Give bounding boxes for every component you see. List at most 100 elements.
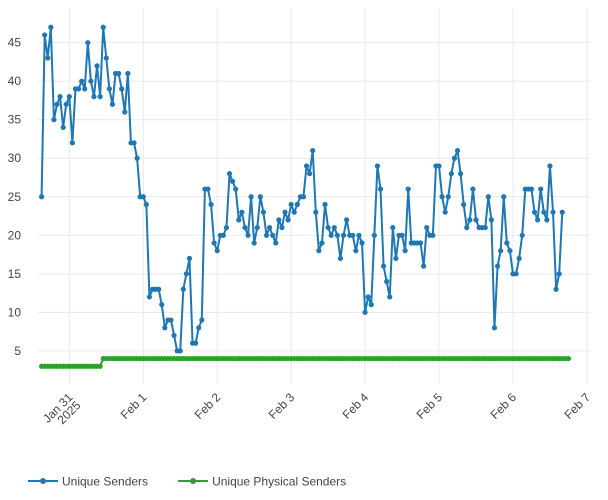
unique-senders-point <box>288 201 294 208</box>
unique-senders-point <box>377 186 384 192</box>
unique-senders-point <box>328 232 334 238</box>
unique-senders-point <box>559 209 565 215</box>
legend[interactable]: Unique Senders Unique Physical Senders <box>28 475 346 489</box>
unique-senders-point <box>436 163 442 169</box>
unique-senders-point <box>285 217 291 223</box>
unique-senders-point <box>467 217 473 223</box>
unique-senders-point <box>51 117 57 123</box>
unique-senders-point <box>356 232 362 238</box>
unique-senders-point <box>146 294 153 300</box>
unique-senders-point <box>365 294 371 300</box>
unique-senders-point <box>488 217 495 223</box>
unique-senders-point <box>350 232 356 238</box>
x-tick-label: Feb 2 <box>192 390 224 422</box>
unique-senders-point <box>122 109 128 115</box>
unique-senders-point <box>180 286 186 292</box>
unique-senders-point <box>353 248 359 254</box>
unique-senders-point <box>541 209 547 215</box>
unique-senders-point <box>109 101 116 107</box>
unique-senders-point <box>79 78 85 84</box>
unique-senders-point <box>134 155 140 161</box>
x-tick-label: Feb 3 <box>266 390 298 422</box>
series-layer <box>38 24 572 369</box>
unique-senders-point <box>45 55 51 61</box>
unique-senders-point <box>171 332 177 339</box>
unique-senders-point <box>230 178 236 184</box>
unique-senders-point <box>248 194 254 200</box>
unique-senders-point <box>319 240 325 246</box>
unique-senders-point <box>94 63 100 69</box>
unique-senders-point <box>66 94 72 100</box>
unique-senders-point <box>242 224 248 231</box>
unique-senders-point <box>417 240 424 246</box>
unique-senders-point <box>270 232 276 238</box>
unique-senders-point <box>233 186 239 192</box>
legend-label: Unique Physical Senders <box>212 475 346 489</box>
unique-senders-point <box>276 217 282 223</box>
unique-senders-point <box>402 248 408 254</box>
unique-senders-point <box>140 194 146 200</box>
unique-senders-point <box>368 302 374 308</box>
unique-senders-point <box>473 217 479 223</box>
unique-senders-point <box>177 348 183 354</box>
unique-senders-point <box>282 209 288 215</box>
y-tick-label: 45 <box>8 36 22 50</box>
unique-senders-point <box>405 186 411 192</box>
unique-senders-point <box>186 255 193 262</box>
unique-senders-point <box>273 240 279 246</box>
unique-senders-point <box>245 232 251 238</box>
unique-senders-point <box>556 271 562 277</box>
unique-senders-point <box>266 224 273 231</box>
unique-senders-point <box>507 248 513 254</box>
unique-senders-point <box>439 194 445 200</box>
unique-senders-point <box>501 194 507 200</box>
y-tick-label: 5 <box>14 344 21 358</box>
unique-senders-point <box>491 325 498 331</box>
unique-senders-point <box>384 278 390 285</box>
unique-senders-point <box>60 124 66 131</box>
legend-label: Unique Senders <box>62 475 148 489</box>
unique-senders-point <box>69 140 75 146</box>
unique-senders-point <box>303 163 310 169</box>
unique-senders-point <box>88 78 94 84</box>
unique-senders-point <box>399 232 405 238</box>
unique-senders-point <box>85 40 91 46</box>
unique-senders-point <box>38 194 45 200</box>
legend-item-unique-senders[interactable]: Unique Senders <box>28 475 148 489</box>
unique-senders-point <box>448 171 454 177</box>
unique-senders-point <box>374 163 381 169</box>
unique-senders-point <box>239 209 245 215</box>
unique-senders-point <box>334 232 340 238</box>
x-tick-label: Feb 5 <box>414 390 446 422</box>
x-tick-label: Feb 7 <box>561 390 593 422</box>
unique-senders-point <box>390 224 396 231</box>
unique-senders-point <box>119 86 125 92</box>
unique-senders-point <box>340 232 347 238</box>
unique-senders-point <box>168 317 174 323</box>
unique-senders-point <box>100 24 106 30</box>
unique-senders-point <box>48 24 54 30</box>
unique-senders-point <box>263 232 270 238</box>
series-unique-senders <box>38 24 565 354</box>
unique-senders-point <box>300 194 307 200</box>
x-tick-label: Feb 6 <box>487 390 519 422</box>
unique-senders-point <box>54 101 60 107</box>
unique-senders-point <box>504 240 510 246</box>
unique-senders-point <box>251 240 257 246</box>
unique-senders-point <box>205 186 211 192</box>
unique-senders-point <box>162 325 168 331</box>
unique-senders-point <box>82 86 88 92</box>
unique-senders-point <box>424 224 430 231</box>
unique-senders-point <box>143 201 149 208</box>
x-tick-label: Feb 4 <box>340 390 372 422</box>
y-tick-label: 35 <box>8 113 22 127</box>
unique-senders-point <box>538 186 544 192</box>
unique-senders-point <box>91 94 97 100</box>
unique-senders-point <box>211 240 217 246</box>
unique-senders-point <box>236 217 242 223</box>
unique-senders-point <box>337 255 344 262</box>
unique-senders-point <box>307 171 313 177</box>
legend-item-unique-physical-senders[interactable]: Unique Physical Senders <box>178 475 346 489</box>
